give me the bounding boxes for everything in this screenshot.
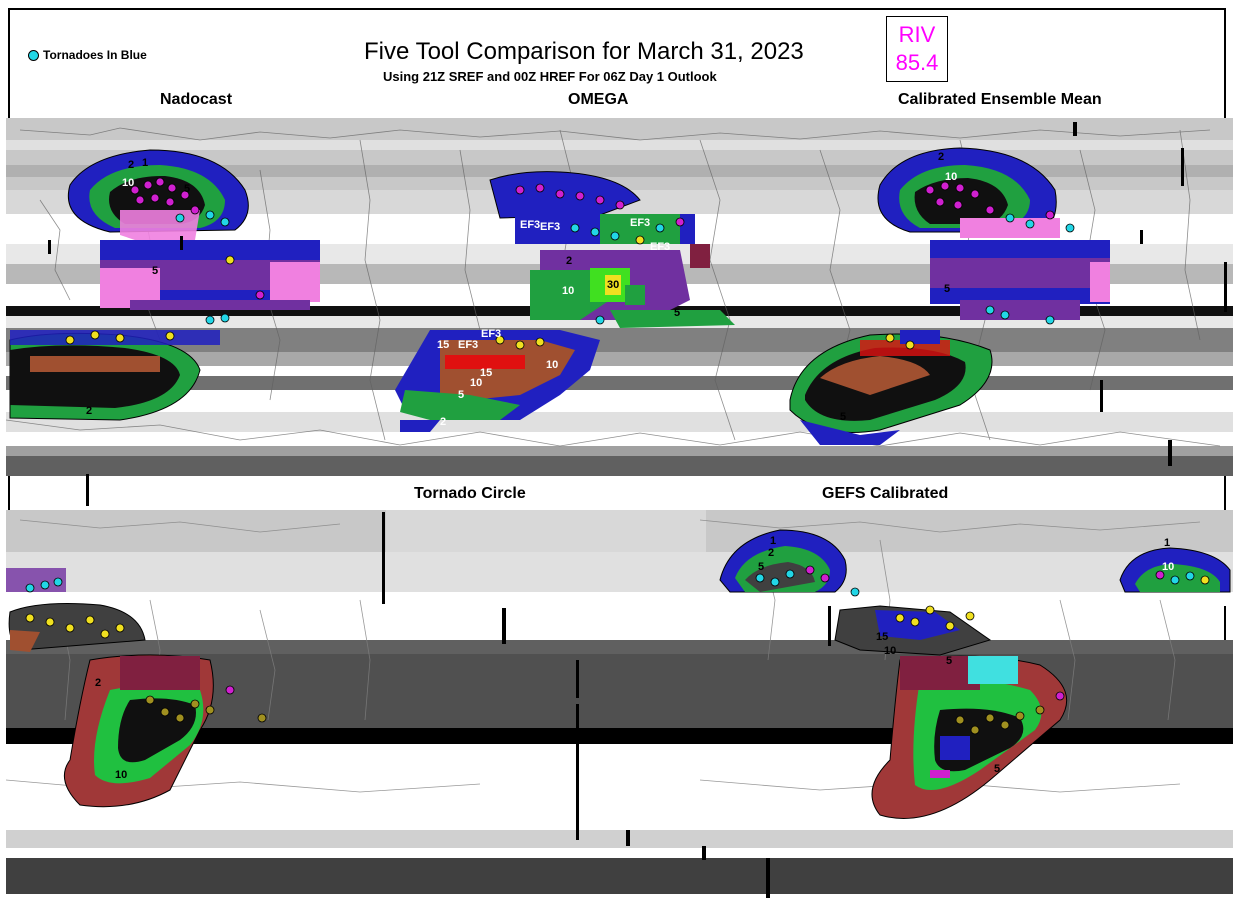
figure-subtitle: Using 21Z SREF and 00Z HREF For 06Z Day … xyxy=(383,69,717,84)
omega-contour-label: EF3 xyxy=(540,221,560,233)
omega-contour-label: 5 xyxy=(458,389,464,401)
omega-contour-label: 5 xyxy=(674,307,680,319)
nadocast-contour-label: 10 xyxy=(122,177,134,189)
gefs-contour-label: 5 xyxy=(758,561,764,573)
calibrated-mean-contour-label: 5 xyxy=(840,411,846,423)
calibrated-mean-contour-label: 10 xyxy=(945,171,957,183)
bottom-artifact-lines xyxy=(382,512,831,898)
gefs-contour-label: 1 xyxy=(770,535,776,547)
riv-value: 85.4 xyxy=(895,50,939,75)
tornado-circle-map xyxy=(6,568,214,808)
gefs-contour-label: 5 xyxy=(994,763,1000,775)
omega-contour-label: EF3 xyxy=(520,219,540,231)
bottom-contour-labels: 2 10 1 2 5 15 10 5 5 1 10 xyxy=(95,535,1174,781)
riv-label: RIV xyxy=(898,22,936,47)
tornado-circle-contour-label: 2 xyxy=(95,677,101,689)
panel-label-nadocast: Nadocast xyxy=(160,91,233,108)
gefs-contour-label: 1 xyxy=(1164,537,1170,549)
gefs-contour-label: 5 xyxy=(946,655,952,667)
omega-contour-label: EF3 xyxy=(481,328,501,340)
top-artifact-lines xyxy=(48,122,1227,506)
omega-contour-label: 2 xyxy=(440,416,446,428)
tornado-dot-icon xyxy=(28,49,39,61)
calibrated-mean-contour-label: 5 xyxy=(944,283,950,295)
nadocast-contour-label: 5 xyxy=(184,183,190,195)
figure-title: Five Tool Comparison for March 31, 2023 xyxy=(364,38,804,65)
omega-contour-label: 10 xyxy=(562,285,574,297)
gefs-contour-label: 15 xyxy=(876,631,888,643)
top-report-dots xyxy=(65,177,1075,350)
omega-contour-label: EF3 xyxy=(458,339,478,351)
omega-contour-label: 10 xyxy=(546,359,558,371)
riv-box: RIV 85.4 xyxy=(886,16,948,82)
omega-contour-label: 30 xyxy=(607,279,619,291)
omega-map xyxy=(395,171,735,432)
nadocast-contour-label: 1 xyxy=(142,157,148,169)
omega-contour-label: EF3 xyxy=(650,241,670,253)
calibrated-mean-contour-label: 2 xyxy=(938,151,944,163)
legend: Tornadoes In Blue xyxy=(28,48,147,62)
gefs-contour-label: 10 xyxy=(884,645,896,657)
bottom-report-dots xyxy=(25,565,1210,735)
omega-contour-label: 15 xyxy=(480,367,492,379)
top-contour-labels: 2 1 10 5 5 2 EF3 EF3 EF3 EF3 2 30 10 5 E… xyxy=(86,151,957,428)
calibrated-ensemble-mean-map xyxy=(789,147,1110,445)
legend-text: Tornadoes In Blue xyxy=(43,48,147,62)
panel-label-omega: OMEGA xyxy=(568,91,629,108)
nadocast-contour-label: 2 xyxy=(128,159,134,171)
gefs-contour-label: 10 xyxy=(1162,561,1174,573)
nadocast-contour-label: 5 xyxy=(152,265,158,277)
panel-label-gefs-calibrated: GEFS Calibrated xyxy=(822,485,949,502)
tornado-circle-contour-label: 10 xyxy=(115,769,127,781)
panel-label-tornado-circle: Tornado Circle xyxy=(414,485,526,502)
omega-contour-label: 2 xyxy=(566,255,572,267)
panel-label-calibrated-ensemble-mean: Calibrated Ensemble Mean xyxy=(898,91,1102,108)
omega-contour-label: 15 xyxy=(437,339,449,351)
nadocast-contour-label: 2 xyxy=(86,405,92,417)
omega-contour-label: EF3 xyxy=(630,217,650,229)
omega-contour-label: 10 xyxy=(470,377,482,389)
gefs-contour-label: 2 xyxy=(768,547,774,559)
gefs-calibrated-map xyxy=(719,529,1231,819)
